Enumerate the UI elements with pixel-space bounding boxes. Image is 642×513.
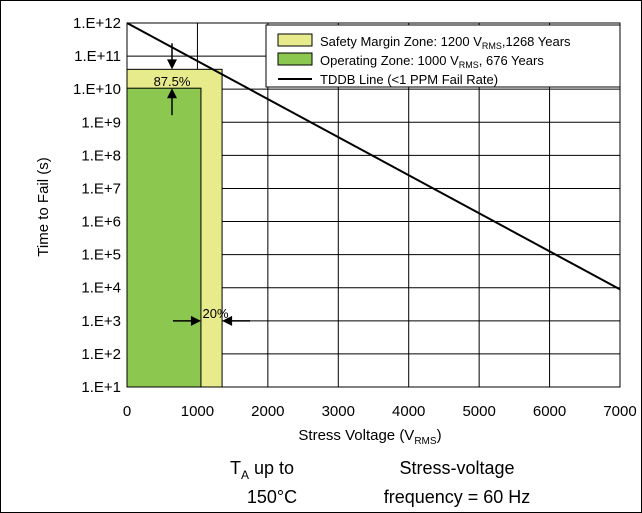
series-lines <box>126 22 621 291</box>
legend-label: TDDB Line (<1 PPM Fail Rate) <box>320 72 498 87</box>
y-tick-label: 1.E+8 <box>81 147 121 164</box>
x-tick-labels: 0 1000 2000 3000 4000 5000 6000 7000 <box>123 403 637 420</box>
freq-note-line1: Stress-voltage <box>399 458 514 478</box>
y-tick-label: 1.E+4 <box>81 280 121 297</box>
y-tick-labels: 1.E+1 1.E+2 1.E+3 1.E+4 1.E+5 1.E+6 1.E+7 1.E+8… <box>73 15 121 396</box>
y-tick-label: 1.E+3 <box>81 313 121 330</box>
temp-note-line2: 150°C <box>247 487 297 507</box>
legend-box <box>265 24 621 88</box>
temp-note-line1: TA up to <box>230 458 294 482</box>
annotations: 87.5% 20% <box>154 43 251 326</box>
legend-swatch <box>277 33 313 47</box>
legend-swatch <box>277 52 313 66</box>
x-tick-label: 7000 <box>603 403 636 420</box>
y-tick-label: 1.E+9 <box>81 114 121 131</box>
arrow-left-head <box>222 315 233 326</box>
operating-zone-bar <box>126 87 202 388</box>
arrow-down-head <box>167 59 177 70</box>
tddb-line <box>126 22 621 291</box>
x-tick-label: 3000 <box>322 403 355 420</box>
y-tick-label: 1.E+12 <box>73 15 121 32</box>
arrow-up-head <box>167 88 177 99</box>
x-tick-label: 2000 <box>251 403 284 420</box>
footnotes: TA up to 150°C Stress-voltage frequency … <box>230 458 530 507</box>
pct-20-label: 20% <box>202 306 228 321</box>
x-tick-label: 1000 <box>181 403 214 420</box>
y-tick-label: 1.E+5 <box>81 247 121 264</box>
y-tick-label: 1.E+2 <box>81 346 121 363</box>
y-axis-label: Time to Fail (s) <box>35 157 52 256</box>
legend-label: Safety Margin Zone: 1200 VRMS,1268 Years <box>320 34 571 51</box>
y-tick-label: 1.E+6 <box>81 214 121 231</box>
arrow-right-head <box>190 315 201 326</box>
pct-87-label: 87.5% <box>154 74 191 89</box>
y-tick-label: 1.E+1 <box>81 379 121 396</box>
y-tick-label: 1.E+7 <box>81 180 121 197</box>
x-tick-label: 0 <box>123 403 131 420</box>
legend-label: Operating Zone: 1000 VRMS, 676 Years <box>320 53 544 70</box>
x-tick-label: 4000 <box>392 403 425 420</box>
y-tick-label: 1.E+10 <box>73 81 121 98</box>
plot-frame <box>126 22 621 388</box>
x-tick-label: 5000 <box>462 403 495 420</box>
zones <box>126 68 223 388</box>
x-tick-label: 6000 <box>533 403 566 420</box>
y-tick-label: 1.E+11 <box>74 48 121 65</box>
legend: Safety Margin Zone: 1200 VRMS,1268 Years… <box>265 24 621 88</box>
x-axis-label: Stress Voltage (VRMS) <box>298 427 441 447</box>
freq-note-line2: frequency = 60 Hz <box>384 487 531 507</box>
